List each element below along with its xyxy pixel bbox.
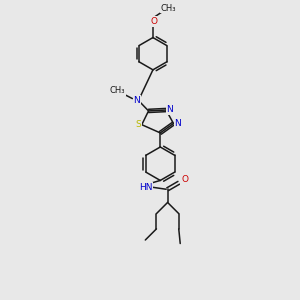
Text: CH₃: CH₃ (110, 86, 125, 95)
Text: N: N (175, 119, 181, 128)
Text: N: N (167, 105, 173, 114)
Text: O: O (151, 17, 158, 26)
Text: HN: HN (139, 183, 152, 192)
Text: S: S (135, 120, 141, 129)
Text: CH₃: CH₃ (161, 4, 176, 13)
Text: O: O (181, 176, 188, 184)
Text: N: N (134, 96, 140, 105)
